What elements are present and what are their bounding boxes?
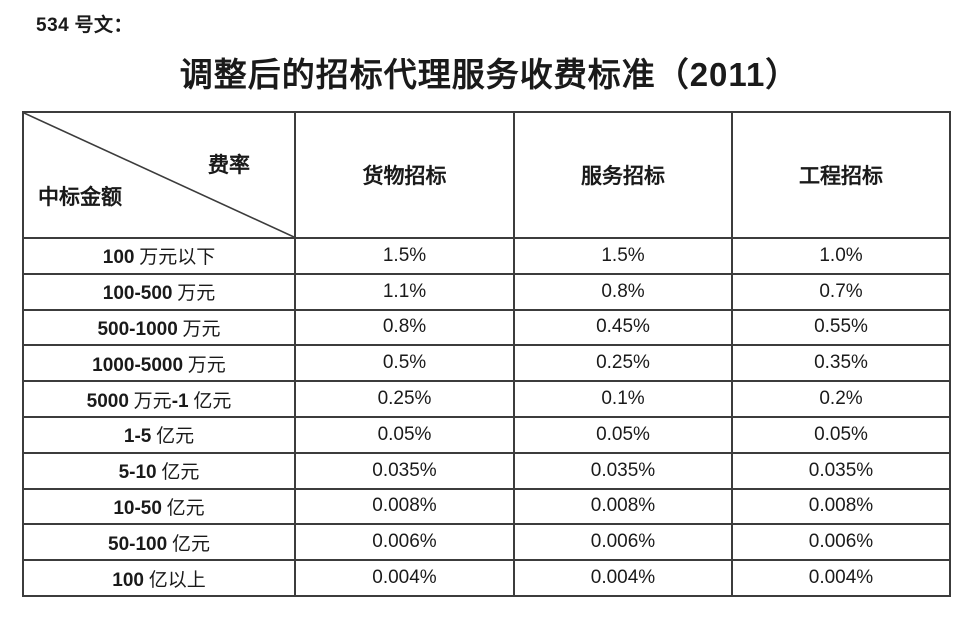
doc-number: 534 号文： bbox=[36, 15, 133, 36]
table-row: 5000 万元-1 亿元 0.25% 0.1% 0.2% bbox=[22, 380, 951, 418]
fee-cell: 0.006% bbox=[731, 523, 951, 562]
fee-cell: 0.25% bbox=[294, 380, 515, 418]
column-header-engineering: 工程招标 bbox=[731, 111, 951, 239]
fee-cell: 0.8% bbox=[513, 272, 733, 311]
corner-label-amount: 中标金额 bbox=[38, 185, 122, 209]
row-label: 1000-5000 万元 bbox=[22, 344, 296, 383]
header-row: 费率 中标金额 货物招标 服务招标 工程招标 bbox=[22, 111, 951, 239]
table-row: 100-500 万元 1.1% 0.8% 0.7% bbox=[22, 272, 951, 311]
fee-cell: 1.1% bbox=[294, 272, 515, 311]
fee-cell: 0.006% bbox=[513, 523, 733, 562]
fee-cell: 0.25% bbox=[513, 344, 733, 383]
table-row: 100 亿以上 0.004% 0.004% 0.004% bbox=[22, 559, 951, 597]
fee-cell: 0.35% bbox=[731, 344, 951, 383]
fee-cell: 0.45% bbox=[513, 308, 733, 347]
fee-cell: 0.035% bbox=[731, 451, 951, 490]
fee-cell: 0.05% bbox=[294, 415, 515, 454]
row-label: 100-500 万元 bbox=[22, 272, 296, 311]
table-row: 50-100 亿元 0.006% 0.006% 0.006% bbox=[22, 523, 951, 562]
fee-cell: 0.008% bbox=[294, 487, 515, 526]
fee-cell: 1.5% bbox=[294, 237, 515, 275]
table-row: 1-5 亿元 0.05% 0.05% 0.05% bbox=[22, 415, 951, 454]
table-row: 10-50 亿元 0.008% 0.008% 0.008% bbox=[22, 487, 951, 526]
row-label: 1-5 亿元 bbox=[22, 415, 296, 454]
fee-cell: 0.004% bbox=[731, 559, 951, 597]
row-label: 100 亿以上 bbox=[22, 559, 296, 597]
fee-cell: 0.035% bbox=[294, 451, 515, 490]
fee-table: 费率 中标金额 货物招标 服务招标 工程招标 100 万元以下 1.5% 1.5… bbox=[22, 111, 951, 597]
fee-cell: 0.004% bbox=[513, 559, 733, 597]
fee-cell: 1.5% bbox=[513, 237, 733, 275]
row-label: 100 万元以下 bbox=[22, 237, 296, 275]
table-row: 500-1000 万元 0.8% 0.45% 0.55% bbox=[22, 308, 951, 347]
diagonal-divider-line bbox=[24, 113, 294, 237]
row-label: 500-1000 万元 bbox=[22, 308, 296, 347]
table-row: 100 万元以下 1.5% 1.5% 1.0% bbox=[22, 237, 951, 275]
column-header-services: 服务招标 bbox=[513, 111, 733, 239]
row-label: 5-10 亿元 bbox=[22, 451, 296, 490]
row-label: 5000 万元-1 亿元 bbox=[22, 380, 296, 418]
table-row: 1000-5000 万元 0.5% 0.25% 0.35% bbox=[22, 344, 951, 383]
corner-cell: 费率 中标金额 bbox=[22, 111, 296, 239]
fee-cell: 0.008% bbox=[513, 487, 733, 526]
table-row: 5-10 亿元 0.035% 0.035% 0.035% bbox=[22, 451, 951, 490]
fee-cell: 0.7% bbox=[731, 272, 951, 311]
fee-cell: 0.2% bbox=[731, 380, 951, 418]
fee-cell: 0.8% bbox=[294, 308, 515, 347]
page-title: 调整后的招标代理服务收费标准（2011） bbox=[179, 56, 800, 94]
fee-cell: 0.05% bbox=[731, 415, 951, 454]
fee-cell: 0.008% bbox=[731, 487, 951, 526]
corner-label-rate: 费率 bbox=[208, 153, 250, 177]
row-label: 50-100 亿元 bbox=[22, 523, 296, 562]
column-header-goods: 货物招标 bbox=[294, 111, 515, 239]
fee-cell: 0.05% bbox=[513, 415, 733, 454]
fee-cell: 0.004% bbox=[294, 559, 515, 597]
row-label: 10-50 亿元 bbox=[22, 487, 296, 526]
fee-cell: 0.035% bbox=[513, 451, 733, 490]
fee-cell: 1.0% bbox=[731, 237, 951, 275]
fee-cell: 0.55% bbox=[731, 308, 951, 347]
fee-cell: 0.006% bbox=[294, 523, 515, 562]
fee-cell: 0.1% bbox=[513, 380, 733, 418]
fee-cell: 0.5% bbox=[294, 344, 515, 383]
